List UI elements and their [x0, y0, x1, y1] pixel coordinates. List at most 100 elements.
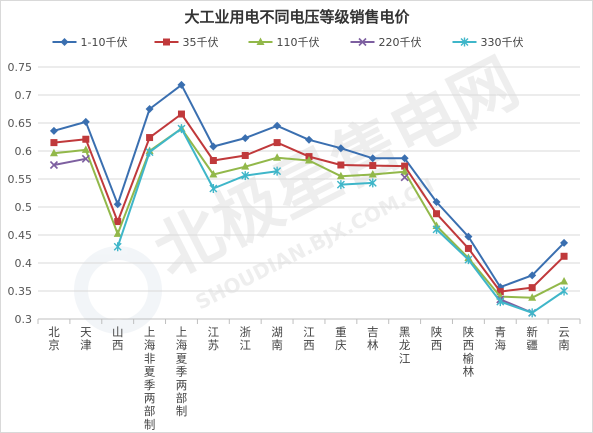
point-marker — [560, 252, 568, 260]
point-marker — [305, 135, 313, 144]
legend-item: 1-10千伏 — [52, 35, 128, 49]
point-marker — [49, 148, 58, 157]
x-tick-label: 天津 — [80, 325, 92, 352]
x-tick-label: 江苏 — [208, 325, 220, 352]
x-tick-label: 上海夏季两部制 — [176, 325, 188, 418]
point-marker — [460, 37, 469, 47]
point-marker — [145, 147, 154, 157]
point-marker — [337, 161, 345, 169]
y-tick-label: 0.55 — [8, 173, 33, 186]
point-marker — [241, 162, 250, 170]
point-marker — [528, 293, 537, 301]
point-marker — [432, 197, 441, 206]
point-marker — [209, 170, 218, 178]
point-marker — [528, 308, 537, 318]
point-marker — [336, 171, 345, 180]
point-marker — [433, 210, 441, 218]
point-marker — [177, 124, 186, 134]
x-tick-label: 北京 — [48, 325, 60, 352]
chart-title: 大工业用电不同电压等级销售电价 — [184, 8, 410, 26]
point-marker — [464, 232, 473, 241]
point-marker — [336, 180, 345, 190]
x-tick-label: 青海 — [495, 325, 507, 352]
point-marker — [145, 105, 154, 113]
x-tick-label: 江西 — [303, 325, 315, 352]
y-tick-label: 0.65 — [8, 117, 33, 130]
point-marker — [241, 171, 250, 181]
point-marker — [358, 37, 367, 47]
x-tick-label: 上海非夏季两部制 — [144, 325, 156, 431]
point-marker — [146, 134, 154, 142]
y-axis: 0.3 0.35 0.4 0.45 0.5 0.55 0.6 0.65 0.7 0.75 — [8, 61, 33, 326]
point-marker — [400, 173, 409, 182]
point-marker — [401, 162, 409, 170]
point-marker — [400, 154, 409, 163]
point-marker — [113, 229, 122, 237]
point-marker — [113, 200, 122, 209]
legend: 1-10千伏 35千伏 110千伏 220千伏 330千伏 — [52, 35, 524, 49]
point-marker — [368, 178, 377, 188]
y-tick-label: 0.6 — [15, 145, 33, 158]
point-marker — [241, 151, 249, 159]
x-tick-label: 浙江 — [239, 325, 251, 352]
x-tick-label: 新疆 — [526, 325, 538, 352]
point-marker — [496, 297, 505, 307]
legend-label: 110千伏 — [277, 35, 320, 49]
legend-label: 330千伏 — [481, 35, 524, 49]
point-marker — [464, 244, 472, 252]
point-marker — [528, 284, 536, 292]
legend-item: 330千伏 — [452, 35, 524, 49]
point-marker — [209, 157, 217, 165]
x-tick-label: 陕西 — [431, 325, 443, 352]
point-marker — [560, 276, 569, 285]
point-marker — [560, 286, 569, 296]
point-marker — [336, 144, 345, 153]
y-tick-label: 0.5 — [15, 201, 33, 214]
point-marker — [113, 242, 122, 252]
legend-item: 110千伏 — [248, 35, 320, 49]
point-marker — [496, 288, 504, 296]
point-marker — [273, 166, 282, 176]
series-5 — [113, 124, 569, 318]
point-marker — [273, 153, 282, 161]
y-tick-label: 0.3 — [15, 313, 33, 326]
y-tick-label: 0.35 — [8, 285, 33, 298]
point-marker — [81, 145, 90, 153]
point-marker — [256, 37, 265, 45]
x-tick-label: 吉林 — [367, 325, 379, 352]
point-marker — [50, 139, 58, 147]
legend-label: 35千伏 — [183, 35, 219, 49]
point-marker — [464, 255, 473, 265]
y-tick-label: 0.75 — [8, 61, 33, 74]
point-marker — [273, 139, 281, 147]
point-marker — [273, 121, 282, 130]
watermark-logo — [74, 246, 162, 334]
watermark-text: 北极星售电网 — [142, 44, 530, 292]
x-tick-label: 陕西榆林 — [463, 325, 475, 379]
point-marker — [241, 134, 250, 143]
watermark-logo-inner — [88, 260, 148, 320]
point-marker — [82, 135, 90, 143]
x-tick-label: 黑龙江 — [399, 325, 411, 365]
point-marker — [49, 126, 58, 135]
point-marker — [528, 271, 537, 280]
series-group — [49, 80, 569, 318]
legend-item: 220千伏 — [350, 35, 422, 49]
x-tick-label: 湖南 — [271, 325, 283, 352]
point-marker — [209, 142, 218, 151]
legend-label: 220千伏 — [379, 35, 422, 49]
point-marker — [114, 218, 122, 226]
point-marker — [560, 238, 569, 247]
y-tick-label: 0.7 — [15, 89, 33, 102]
x-tick-label: 山西 — [112, 325, 124, 352]
watermark: 北极星售电网 SHOUDIAN.BJX.COM.CN — [74, 44, 530, 334]
point-marker — [163, 38, 170, 46]
legend-item: 35千伏 — [154, 35, 219, 49]
point-marker — [81, 154, 90, 163]
x-tick-label: 重庆 — [335, 325, 347, 352]
point-marker — [368, 170, 377, 178]
x-tick-label: 云南 — [558, 325, 570, 352]
legend-label: 1-10千伏 — [81, 35, 128, 49]
